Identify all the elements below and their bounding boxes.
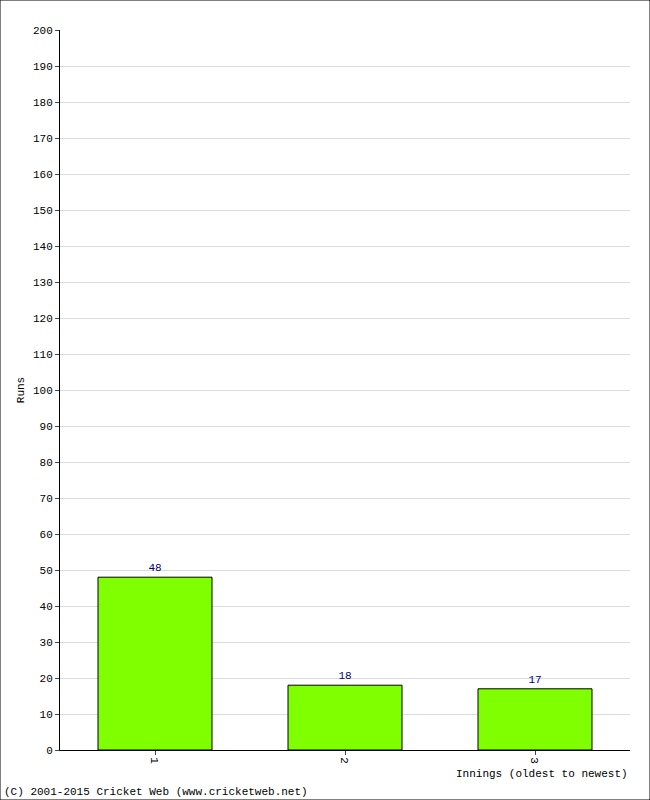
svg-text:48: 48 [148,562,161,574]
svg-text:18: 18 [338,670,351,682]
svg-text:17: 17 [528,674,541,686]
svg-text:(C) 2001-2015 Cricket Web (www: (C) 2001-2015 Cricket Web (www.cricketwe… [4,786,308,798]
svg-text:170: 170 [33,133,53,145]
svg-text:2: 2 [338,757,350,764]
svg-text:120: 120 [33,313,53,325]
svg-text:180: 180 [33,97,53,109]
svg-text:0: 0 [46,745,53,757]
svg-text:10: 10 [40,709,53,721]
svg-text:150: 150 [33,205,53,217]
svg-text:80: 80 [40,457,53,469]
svg-text:40: 40 [40,601,53,613]
svg-text:200: 200 [33,25,53,37]
svg-text:20: 20 [40,673,53,685]
svg-text:1: 1 [148,757,160,764]
svg-text:190: 190 [33,61,53,73]
svg-text:160: 160 [33,169,53,181]
svg-text:90: 90 [40,421,53,433]
svg-text:70: 70 [40,493,53,505]
svg-text:Runs: Runs [15,377,27,403]
svg-text:50: 50 [40,565,53,577]
svg-text:3: 3 [528,757,540,764]
svg-text:100: 100 [33,385,53,397]
svg-text:110: 110 [33,349,53,361]
svg-text:140: 140 [33,241,53,253]
svg-text:60: 60 [40,529,53,541]
svg-text:30: 30 [40,637,53,649]
svg-text:130: 130 [33,277,53,289]
svg-text:Innings (oldest to newest): Innings (oldest to newest) [456,768,628,780]
